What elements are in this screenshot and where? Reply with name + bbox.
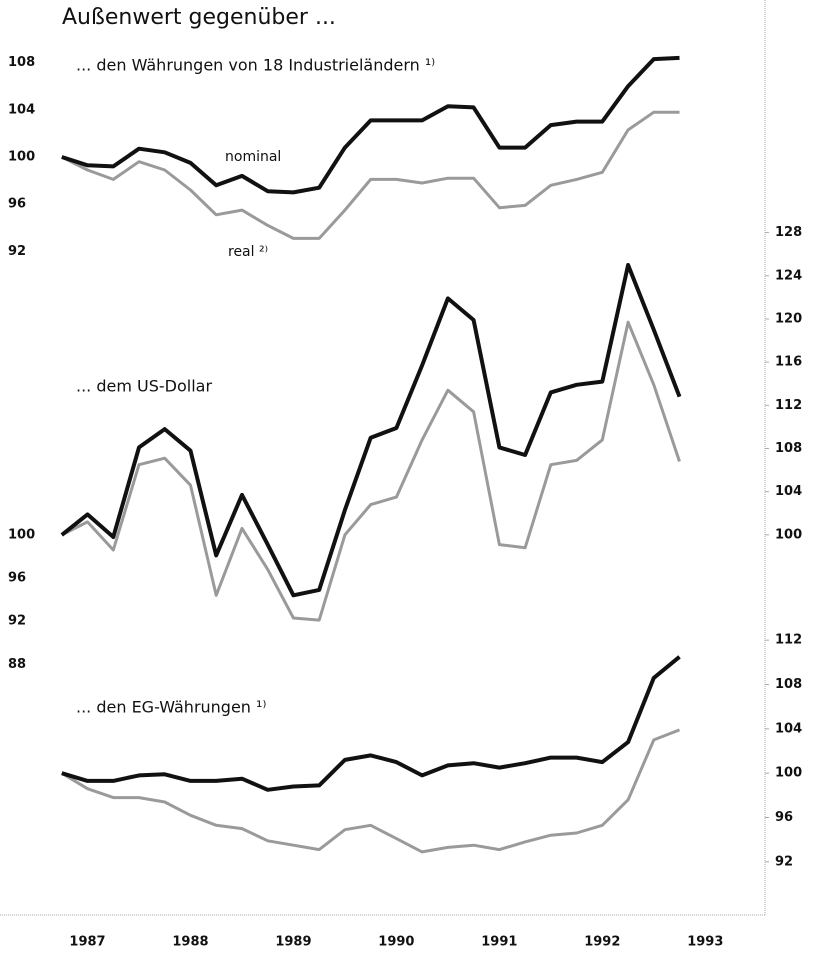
panel-subtitle: ... den Währungen von 18 Industrieländer… [76,56,435,75]
x-tick-label: 1987 [69,935,105,950]
y2-tick-label: 108 [775,677,802,692]
y-tick-label: 88 [8,657,26,672]
y-tick-label: 100 [8,150,35,165]
y-tick-label: 100 [8,527,35,542]
x-tick-label: 1989 [275,935,311,950]
y2-tick-label: 96 [775,810,793,825]
x-tick-label: 1988 [172,935,208,950]
line [61,728,681,854]
y2-tick-label: 124 [775,268,802,283]
series-label: real ²⁾ [228,244,268,260]
y2-tick-label: 108 [775,441,802,456]
y2-tick-label: 116 [775,355,802,370]
x-tick-label: 1990 [378,935,414,950]
x-tick-label: 1992 [584,935,620,950]
y-tick-label: 92 [8,244,26,259]
line [61,320,681,622]
y2-tick-label: 112 [775,633,802,648]
y-tick-label: 96 [8,571,26,586]
y-tick-label: 104 [8,102,35,117]
line [61,55,680,195]
y2-tick-label: 92 [775,854,793,869]
y-tick-label: 92 [8,614,26,629]
y2-tick-label: 128 [775,225,802,240]
y-tick-label: 96 [8,197,26,212]
chart-title: Außenwert gegenüber ... [62,5,336,30]
y2-tick-label: 112 [775,398,802,413]
x-tick-label: 1993 [687,935,723,950]
x-tick-label: 1991 [481,935,517,950]
line [61,655,681,792]
y2-tick-label: 100 [775,766,802,781]
line [61,110,680,240]
panel-subtitle: ... dem US-Dollar [76,377,212,396]
y2-tick-label: 104 [775,484,802,499]
y2-tick-label: 100 [775,527,802,542]
y2-tick-label: 104 [775,721,802,736]
y2-tick-label: 120 [775,311,802,326]
panel-subtitle: ... den EG-Währungen ¹⁾ [76,698,266,717]
line [60,263,682,598]
y-tick-label: 108 [8,55,35,70]
series-label: nominal [225,149,281,165]
